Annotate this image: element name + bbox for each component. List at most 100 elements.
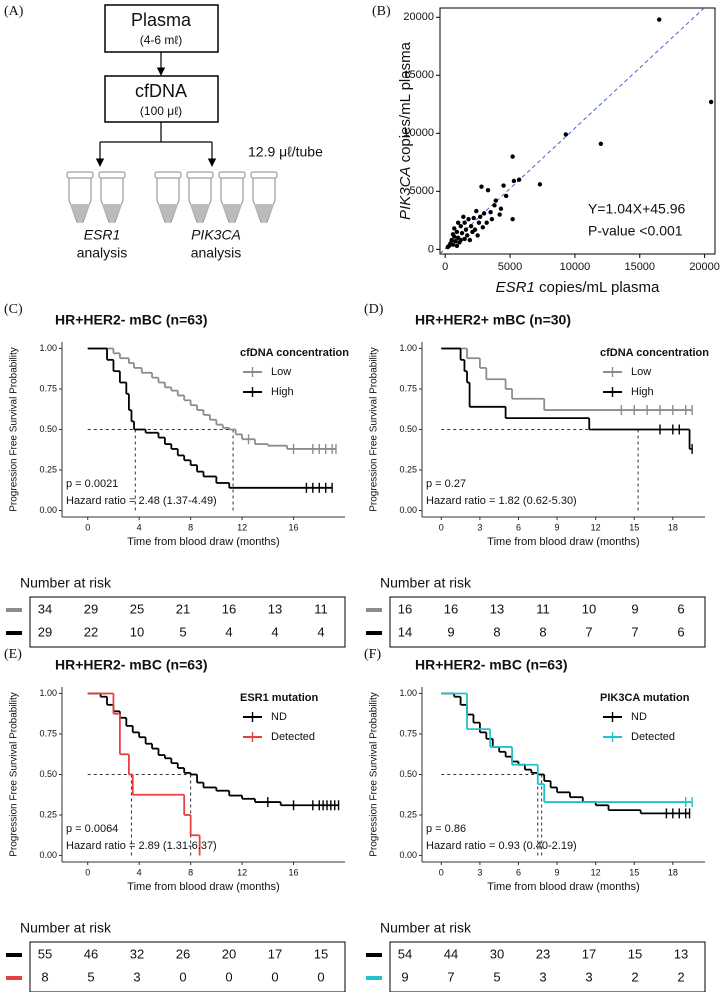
y-tick-label: 0.25 [399, 464, 417, 474]
tube-cap [98, 171, 126, 179]
x-axis-label: Time from blood draw (months) [127, 881, 279, 893]
risk-count: 4 [317, 624, 324, 639]
chart-title: HR+HER2- mBC (n=63) [55, 312, 207, 328]
y-tick-label: 20000 [403, 11, 434, 23]
point [598, 141, 604, 146]
point [461, 214, 466, 220]
legend-title: cfDNA concentration [600, 347, 709, 359]
risk-count: 13 [268, 601, 282, 616]
risk-count: 0 [271, 969, 278, 984]
x-tick-label: 20000 [689, 261, 720, 273]
point [450, 232, 456, 237]
annotation: Y=1.04X+45.96 [588, 201, 686, 217]
x-axis-label: Time from blood draw (months) [487, 536, 639, 548]
x-tick-label: 18 [668, 867, 678, 877]
point [458, 223, 463, 229]
panel-label: (C) [4, 302, 23, 317]
x-tick-label: 12 [591, 867, 601, 877]
risk-count: 15 [628, 946, 642, 961]
risk-count: 0 [225, 969, 232, 984]
risk-title: Number at risk [20, 920, 112, 936]
x-tick-label: 9 [555, 522, 560, 532]
point [489, 216, 495, 222]
panel-label: (F) [364, 647, 381, 662]
risk-box [389, 941, 706, 992]
y-tick-label: 0.25 [399, 809, 417, 819]
tube-liquid [102, 204, 122, 221]
y-tick-label: 10000 [403, 127, 434, 139]
point [497, 212, 502, 217]
x-tick-label: 0 [439, 522, 444, 532]
point [462, 220, 467, 225]
x-tick-label: 12 [237, 867, 247, 877]
x-tick-label: 8 [188, 867, 193, 877]
x-tick-label: 8 [188, 522, 193, 532]
legend-label: ND [271, 711, 287, 723]
x-tick-label: 3 [477, 867, 482, 877]
point [501, 183, 506, 188]
y-axis-label: PIK3CA copies/mL plasma [397, 41, 414, 220]
y-tick-label: 0.00 [399, 850, 417, 860]
risk-count: 8 [41, 969, 48, 984]
x-tick-label: 15 [629, 867, 639, 877]
x-axis-label: ESR1 copies/mL plasma [496, 279, 660, 296]
risk-count: 44 [444, 946, 458, 961]
y-axis-label: Progression Free Survival Probability [9, 692, 20, 857]
x-tick-label: 15 [629, 522, 639, 532]
point [474, 208, 479, 214]
x-tick-label: 6 [516, 522, 521, 532]
y-axis-label: Progression Free Survival Probability [369, 692, 380, 857]
y-tick-label: 1.00 [39, 688, 57, 698]
point [485, 187, 491, 193]
risk-count: 11 [536, 601, 550, 616]
point [475, 233, 480, 238]
y-tick-label: 0.25 [39, 464, 57, 474]
gene-label: PIK3CA [191, 227, 241, 243]
x-tick-label: 16 [289, 522, 299, 532]
point [454, 229, 460, 235]
risk-count: 13 [490, 601, 504, 616]
point [455, 220, 461, 225]
point [484, 220, 489, 225]
y-tick-label: 0.50 [39, 424, 57, 434]
x-tick-label: 12 [591, 522, 601, 532]
point [450, 242, 456, 247]
node-title: cfDNA [135, 81, 187, 101]
node-sub: (100 μℓ) [140, 104, 182, 118]
risk-count: 13 [674, 946, 688, 961]
tube-cap [154, 171, 182, 179]
y-tick-label: 0.75 [39, 728, 57, 738]
node-box [104, 75, 219, 123]
risk-count: 11 [314, 601, 328, 616]
risk-count: 10 [130, 624, 144, 639]
risk-box [29, 941, 346, 992]
risk-count: 55 [38, 946, 52, 961]
risk-count: 22 [84, 624, 98, 639]
gene-label: ESR1 [84, 227, 121, 243]
y-tick-label: 1.00 [39, 343, 57, 353]
risk-count: 7 [631, 624, 638, 639]
y-label-gene: PIK3CA [397, 167, 414, 220]
y-tick-label: 1.00 [399, 688, 417, 698]
point [476, 220, 482, 225]
risk-count: 6 [677, 601, 684, 616]
volume-label: 12.9 μℓ/tube [248, 144, 323, 160]
legend-title: ESR1 mutation [240, 692, 319, 704]
risk-count: 9 [447, 624, 454, 639]
annotation: p = 0.27 [426, 478, 466, 490]
risk-count: 29 [38, 624, 52, 639]
risk-count: 4 [225, 624, 232, 639]
risk-title: Number at risk [20, 575, 112, 591]
point [454, 243, 460, 249]
point [480, 225, 486, 230]
point [481, 211, 487, 216]
point [468, 223, 474, 229]
risk-title: Number at risk [380, 920, 472, 936]
point [488, 210, 493, 215]
y-tick-label: 0.75 [39, 383, 57, 393]
point [493, 198, 498, 203]
y-axis-label: Progression Free Survival Probability [9, 347, 20, 512]
x-tick-label: 18 [668, 522, 678, 532]
x-tick-label: 5000 [498, 261, 522, 273]
